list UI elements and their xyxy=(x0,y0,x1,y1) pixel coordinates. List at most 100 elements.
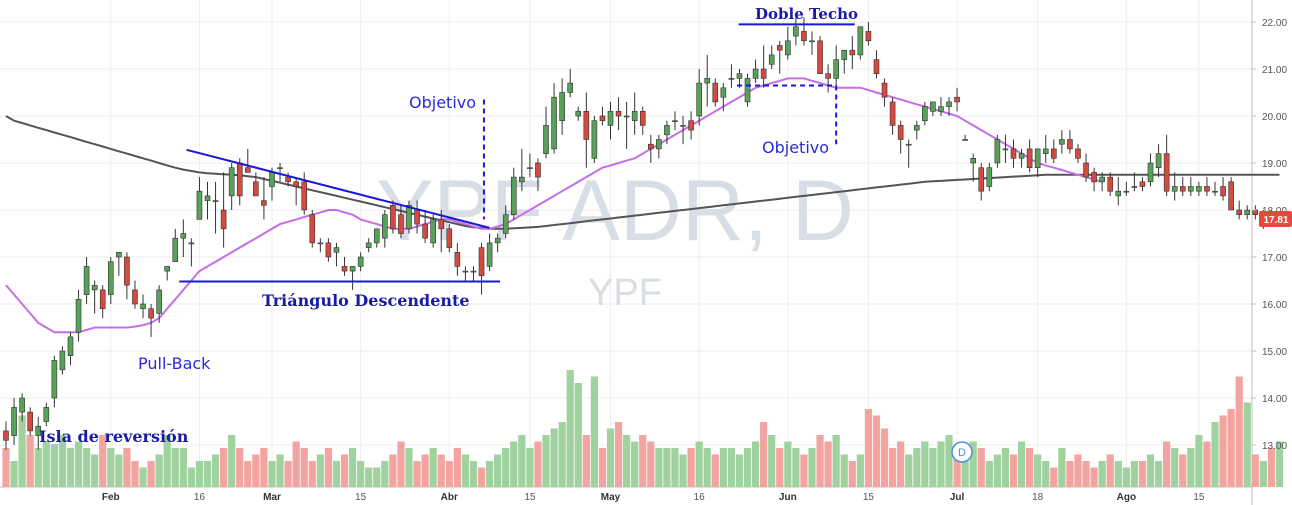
candle-body xyxy=(776,45,783,51)
candle xyxy=(583,92,590,168)
candle xyxy=(1115,177,1122,206)
candle-body xyxy=(1059,139,1065,145)
x-tick-label: 15 xyxy=(863,492,875,503)
volume-bar xyxy=(244,461,252,487)
volume-bar xyxy=(99,435,107,487)
volume-bar xyxy=(598,448,607,487)
dividend-marker[interactable]: D xyxy=(951,441,973,463)
candle xyxy=(559,78,565,135)
candle-body xyxy=(317,242,324,245)
volume-bar xyxy=(477,467,486,487)
dividend-marker-letter: D xyxy=(958,447,966,459)
candle-body xyxy=(430,219,436,244)
candle-body xyxy=(1171,186,1178,192)
volume-bar xyxy=(695,441,703,487)
candle xyxy=(124,252,130,300)
volume-bar xyxy=(373,467,381,487)
candle xyxy=(19,393,25,422)
candle-body xyxy=(309,214,316,244)
candle-body xyxy=(1067,139,1073,150)
candle xyxy=(51,355,58,408)
volume-bar xyxy=(614,422,623,487)
candle-body xyxy=(833,59,839,79)
candle xyxy=(228,163,235,210)
volume-bar xyxy=(913,448,921,487)
volume-bar xyxy=(921,441,929,487)
volume-bar xyxy=(1235,376,1243,487)
volume-bar xyxy=(1001,448,1010,487)
candle xyxy=(236,158,243,206)
candle xyxy=(3,421,9,450)
volume-bar xyxy=(768,435,776,487)
candle-body xyxy=(986,167,993,187)
candle-body xyxy=(245,167,251,173)
candle xyxy=(1091,167,1097,192)
candle xyxy=(962,134,968,141)
candle-body xyxy=(1236,209,1242,215)
candle xyxy=(373,228,380,248)
volume-bar xyxy=(558,422,566,487)
volume-bar xyxy=(276,454,284,487)
candle xyxy=(1139,177,1146,192)
candle-body xyxy=(962,139,968,141)
volume-bar xyxy=(566,370,574,487)
candle xyxy=(1002,134,1009,163)
candle-body xyxy=(760,68,767,79)
volume-bar xyxy=(26,435,34,487)
volume-bar xyxy=(743,448,752,487)
candle-body xyxy=(220,209,227,230)
candle-body xyxy=(180,233,187,239)
volume-bar xyxy=(405,448,413,487)
candle-body xyxy=(889,101,896,126)
x-tick-label: Jun xyxy=(779,492,797,503)
volume-bar xyxy=(316,454,324,487)
trend-drawings xyxy=(179,23,855,283)
candle-body xyxy=(486,242,493,267)
candle xyxy=(994,134,1001,168)
candle-body xyxy=(1034,148,1041,168)
candle-body xyxy=(841,49,848,60)
candle xyxy=(35,416,42,450)
candle-body xyxy=(1163,153,1170,192)
candle-body xyxy=(559,92,565,122)
candle-body xyxy=(261,200,267,206)
candle xyxy=(825,64,831,93)
candle-body xyxy=(519,176,525,183)
price-axis[interactable]: 22.0021.0020.0019.0018.0017.0016.0015.00… xyxy=(1252,18,1287,452)
candle xyxy=(647,134,654,163)
watermark-exchange: YPF xyxy=(588,272,662,314)
volume-bar xyxy=(735,454,744,487)
candle-body xyxy=(35,425,42,436)
candle-body xyxy=(946,101,952,107)
volume-bar xyxy=(1034,454,1042,487)
time-axis[interactable]: Feb 16 Mar 15 Abr 15 May 16 Jun 15 Jul 18 Ago 15 xyxy=(102,492,1205,503)
candle xyxy=(801,17,807,46)
candle-body xyxy=(543,125,549,154)
volume-bar xyxy=(66,448,75,487)
candle-body xyxy=(728,78,735,80)
volume-bar xyxy=(671,448,679,487)
volume-bar xyxy=(824,441,832,487)
y-tick-label: 13.00 xyxy=(1262,441,1287,452)
volume-bar xyxy=(50,444,58,487)
volume-bar xyxy=(1195,435,1203,487)
candle xyxy=(398,205,404,239)
volume-bar xyxy=(897,441,905,487)
candle xyxy=(712,78,719,107)
candle-body xyxy=(970,158,977,164)
volume-bar xyxy=(889,448,897,487)
candle-body xyxy=(373,228,380,244)
volume-bar xyxy=(985,461,993,487)
last-price-value: 17.81 xyxy=(1263,215,1288,226)
candle-body xyxy=(1212,190,1218,193)
volume-bar xyxy=(1017,441,1026,487)
candle xyxy=(1075,144,1081,163)
volume-bar xyxy=(1267,448,1276,487)
candle-body xyxy=(148,308,154,319)
volume-bar xyxy=(171,448,179,487)
candle-body xyxy=(253,181,259,197)
candle xyxy=(478,242,485,295)
candle xyxy=(27,407,33,436)
candle xyxy=(1179,177,1186,196)
